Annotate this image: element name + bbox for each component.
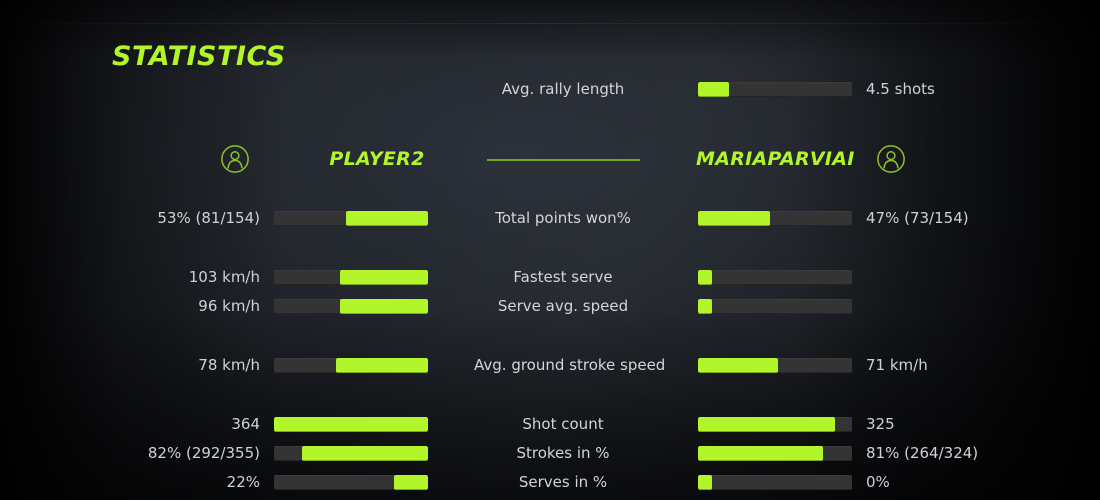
stat-right-bar	[698, 269, 852, 285]
stat-right-value: 47% (73/154)	[866, 209, 969, 227]
stat-left-bar	[274, 445, 428, 461]
stat-left-value: 53% (81/154)	[157, 209, 260, 227]
stat-right-bar	[698, 298, 852, 314]
stat-label: Serve avg. speed	[497, 297, 629, 315]
rally-length-bar-fill	[698, 81, 729, 97]
stat-label: Strokes in %	[516, 444, 610, 462]
rally-length-row: Avg. rally length 4.5 shots	[0, 76, 1100, 102]
stat-right-bar-fill	[698, 474, 712, 490]
right-player-name: MARIAPARVIAI	[696, 148, 855, 170]
stat-left-value: 22%	[226, 473, 260, 491]
stat-left-bar-track	[274, 269, 428, 285]
stat-row: 364 Shot count 325	[0, 411, 1100, 437]
stat-row: 82% (292/355) Strokes in % 81% (264/324)	[0, 440, 1100, 466]
stat-right-bar	[698, 416, 852, 432]
stat-left-bar-fill	[340, 269, 428, 285]
stat-left-value: 78 km/h	[198, 356, 260, 374]
stat-right-bar-track	[698, 269, 852, 285]
stat-right-bar-fill	[698, 298, 712, 314]
stat-right-value: 0%	[866, 473, 890, 491]
person-circle-icon	[877, 145, 905, 173]
players-header-row: PLAYER2 MARIAPARVIAI	[0, 142, 1100, 176]
left-player-name-cell: PLAYER2	[274, 148, 428, 170]
stat-left-bar-fill	[394, 474, 428, 490]
stat-left-bar-track	[274, 298, 428, 314]
stat-row: 78 km/h Avg. ground stroke speed 71 km/h	[0, 352, 1100, 378]
stat-right-bar-fill	[698, 416, 836, 432]
stat-left-bar	[274, 210, 428, 226]
stat-left-value: 82% (292/355)	[147, 444, 260, 462]
stat-row: 96 km/h Serve avg. speed	[0, 293, 1100, 319]
stat-right-value: 81% (264/324)	[866, 444, 979, 462]
right-player-avatar	[866, 144, 1014, 174]
stat-left-bar-fill	[274, 416, 428, 432]
rally-length-label: Avg. rally length	[501, 80, 625, 98]
stat-left-bar-fill	[335, 357, 428, 373]
right-player-name-cell: MARIAPARVIAI	[696, 148, 855, 170]
left-player-name: PLAYER2	[329, 148, 425, 170]
stat-left-value: 96 km/h	[198, 297, 260, 315]
stat-left-bar	[274, 298, 428, 314]
stat-label: Avg. ground stroke speed	[474, 356, 666, 374]
stat-left-bar-fill	[340, 298, 428, 314]
stat-row: 22% Serves in % 0%	[0, 469, 1100, 495]
rally-length-bar-track	[698, 81, 852, 97]
stat-label: Shot count	[522, 415, 604, 433]
stat-left-bar-track	[274, 357, 428, 373]
stat-left-bar-track	[274, 416, 428, 432]
stat-left-bar	[274, 416, 428, 432]
stat-left-bar-track	[274, 210, 428, 226]
top-divider	[0, 23, 1100, 24]
stat-right-bar	[698, 210, 852, 226]
stat-right-bar-track	[698, 357, 852, 373]
stat-right-value: 71 km/h	[866, 356, 928, 374]
stat-right-bar	[698, 474, 852, 490]
stat-right-bar-fill	[698, 445, 823, 461]
stat-right-bar-track	[698, 445, 852, 461]
stat-row: 53% (81/154) Total points won% 47% (73/154…	[0, 205, 1100, 231]
stat-left-value: 103 km/h	[188, 268, 260, 286]
stat-left-bar-fill	[301, 445, 428, 461]
stat-label: Serves in %	[518, 473, 608, 491]
stat-left-bar	[274, 357, 428, 373]
stat-label: Total points won%	[495, 209, 631, 227]
stat-left-bar-track	[274, 474, 428, 490]
header-divider-cell	[474, 158, 652, 161]
stat-right-bar-track	[698, 474, 852, 490]
rally-length-bar	[698, 81, 852, 97]
left-player-avatar	[112, 144, 260, 174]
stat-right-bar-track	[698, 210, 852, 226]
stat-right-bar-track	[698, 416, 852, 432]
rally-length-value: 4.5 shots	[866, 80, 935, 98]
person-circle-icon	[221, 145, 249, 173]
stat-right-bar-fill	[698, 269, 712, 285]
stat-row: 103 km/h Fastest serve	[0, 264, 1100, 290]
stat-right-bar-fill	[698, 357, 779, 373]
stat-right-bar	[698, 357, 852, 373]
stat-left-bar	[274, 269, 428, 285]
stat-right-value: 325	[866, 415, 895, 433]
stat-right-bar-fill	[698, 210, 771, 226]
stat-left-bar	[274, 474, 428, 490]
stat-left-value: 364	[231, 415, 260, 433]
stat-left-bar-track	[274, 445, 428, 461]
stat-label: Fastest serve	[513, 268, 613, 286]
stat-right-bar	[698, 445, 852, 461]
header-divider	[486, 159, 640, 161]
stat-right-bar-track	[698, 298, 852, 314]
page-title: STATISTICS	[112, 41, 286, 72]
stat-left-bar-fill	[346, 210, 428, 226]
